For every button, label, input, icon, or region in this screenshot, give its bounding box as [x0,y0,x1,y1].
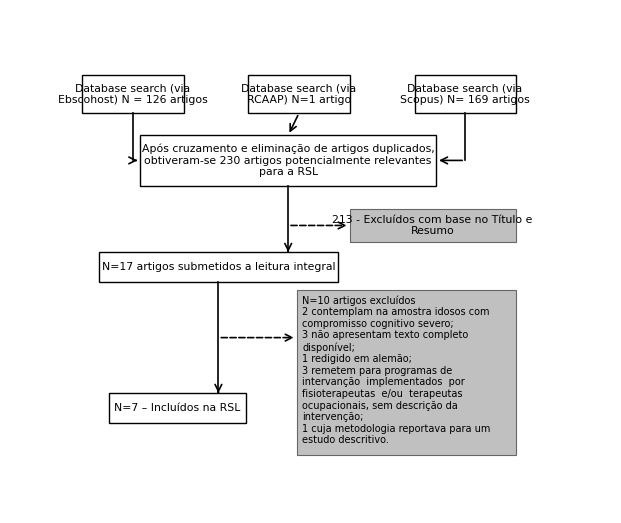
Text: Database search (via
Scopus) N= 169 artigos: Database search (via Scopus) N= 169 arti… [400,83,530,105]
Bar [415,75,515,113]
Text: N=7 – Incluídos na RSL: N=7 – Incluídos na RSL [114,403,241,413]
Bar [297,290,515,456]
Bar [248,75,350,113]
Text: Após cruzamento e eliminação de artigos duplicados,
obtiveram-se 230 artigos pot: Após cruzamento e eliminação de artigos … [142,144,435,177]
Bar [140,135,436,186]
Text: N=10 artigos excluídos
2 contemplam na amostra idosos com
compromisso cognitivo : N=10 artigos excluídos 2 contemplam na a… [302,295,491,446]
Text: 213 - Excluídos com base no Título e
Resumo: 213 - Excluídos com base no Título e Res… [332,214,533,236]
Bar [83,75,184,113]
Bar [109,393,246,423]
Text: Database search (via
Ebscohost) N = 126 artigos: Database search (via Ebscohost) N = 126 … [58,83,208,105]
Bar [350,209,515,242]
Text: N=17 artigos submetidos a leitura integral: N=17 artigos submetidos a leitura integr… [102,262,335,272]
Text: Database search (via
RCAAP) N=1 artigo: Database search (via RCAAP) N=1 artigo [242,83,356,105]
Bar [99,252,338,282]
